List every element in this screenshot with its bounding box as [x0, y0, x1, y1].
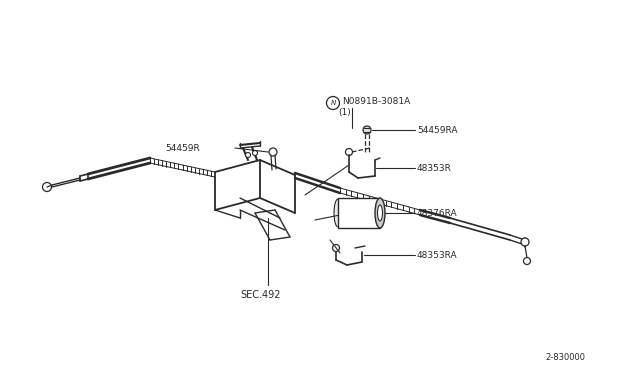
- Circle shape: [363, 126, 371, 134]
- Circle shape: [326, 96, 339, 109]
- Text: 54459RA: 54459RA: [417, 125, 458, 135]
- Text: 48376RA: 48376RA: [417, 208, 458, 218]
- Circle shape: [253, 151, 257, 155]
- Circle shape: [246, 153, 250, 157]
- Ellipse shape: [334, 199, 342, 227]
- Text: 48353RA: 48353RA: [417, 250, 458, 260]
- Text: 54459R: 54459R: [165, 144, 200, 153]
- Text: 2-830000: 2-830000: [545, 353, 585, 362]
- Ellipse shape: [378, 205, 383, 221]
- Circle shape: [333, 244, 339, 251]
- Bar: [338, 198, 380, 228]
- Text: 48353R: 48353R: [417, 164, 452, 173]
- Ellipse shape: [375, 198, 385, 228]
- Circle shape: [346, 148, 353, 155]
- Text: SEC.492: SEC.492: [240, 290, 280, 300]
- Text: N0891B-3081A: N0891B-3081A: [342, 96, 410, 106]
- Text: N: N: [330, 100, 335, 106]
- Circle shape: [269, 148, 277, 156]
- Text: (1): (1): [338, 108, 351, 116]
- Circle shape: [42, 183, 51, 192]
- Circle shape: [521, 238, 529, 246]
- Circle shape: [524, 257, 531, 264]
